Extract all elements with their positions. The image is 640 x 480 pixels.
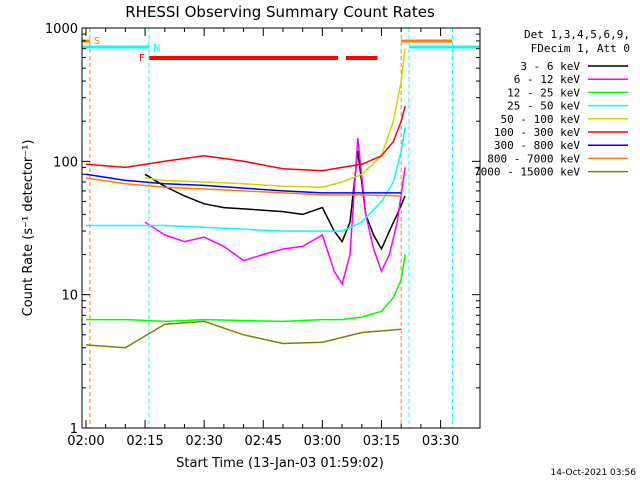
legend-label: 100 - 300 keV bbox=[494, 126, 580, 139]
x-tick-label: 03:30 bbox=[422, 434, 459, 449]
y-tick-label: 10 bbox=[61, 289, 78, 304]
x-axis-label: Start Time (13-Jan-03 01:59:02) bbox=[176, 456, 384, 471]
series-layer bbox=[85, 48, 406, 349]
series-line bbox=[144, 150, 406, 251]
saa-flag-label: S bbox=[94, 36, 100, 47]
series-line bbox=[144, 137, 406, 286]
x-tick-label: 03:15 bbox=[363, 434, 400, 449]
x-tick-label: 02:00 bbox=[67, 434, 104, 449]
y-tick-label: 1 bbox=[70, 422, 78, 437]
observing-flags: S NF bbox=[82, 28, 480, 428]
legend-header-line-2: FDecim 1, Att 0 bbox=[531, 42, 630, 55]
legend-label: 12 - 25 keV bbox=[507, 86, 580, 99]
axes: 02:00 02:15 02:30 02:45 03:00 03:15 03:30 1 10 10… bbox=[45, 22, 480, 449]
series-line bbox=[85, 127, 406, 232]
x-tick-label: 02:45 bbox=[245, 434, 282, 449]
series-line bbox=[85, 254, 406, 323]
series-line bbox=[85, 173, 402, 194]
series-line bbox=[144, 48, 406, 188]
series-line bbox=[85, 320, 402, 349]
legend-label: 6 - 12 keV bbox=[514, 73, 581, 86]
timestamp: 14-Oct-2021 03:56 bbox=[551, 468, 637, 478]
y-axis-label: Count Rate (s⁻¹ detector⁻¹) bbox=[21, 140, 36, 317]
legend: Det 1,3,4,5,6,9, FDecim 1, Att 0 3 - 6 k… bbox=[474, 28, 630, 179]
series-line bbox=[85, 177, 402, 197]
chart-title: RHESSI Observing Summary Count Rates bbox=[125, 3, 435, 21]
x-tick-label: 02:30 bbox=[185, 434, 222, 449]
x-tick-label: 03:00 bbox=[304, 434, 341, 449]
y-tick-label: 1000 bbox=[45, 22, 78, 37]
legend-header-line-1: Det 1,3,4,5,6,9, bbox=[524, 28, 630, 41]
legend-label: 800 - 7000 keV bbox=[487, 152, 580, 165]
plot-frame bbox=[81, 27, 481, 429]
legend-label: 300 - 800 keV bbox=[494, 139, 580, 152]
legend-label: 3 - 6 keV bbox=[520, 60, 580, 73]
legend-label: 25 - 50 keV bbox=[507, 100, 580, 113]
x-tick-label: 02:15 bbox=[126, 434, 163, 449]
y-tick-label: 100 bbox=[53, 155, 78, 170]
night-flag-label: N bbox=[153, 43, 160, 54]
series-line bbox=[85, 105, 406, 172]
legend-label: 7000 - 15000 keV bbox=[474, 166, 580, 179]
flare-flag-label: F bbox=[139, 53, 145, 64]
legend-label: 50 - 100 keV bbox=[501, 113, 581, 126]
